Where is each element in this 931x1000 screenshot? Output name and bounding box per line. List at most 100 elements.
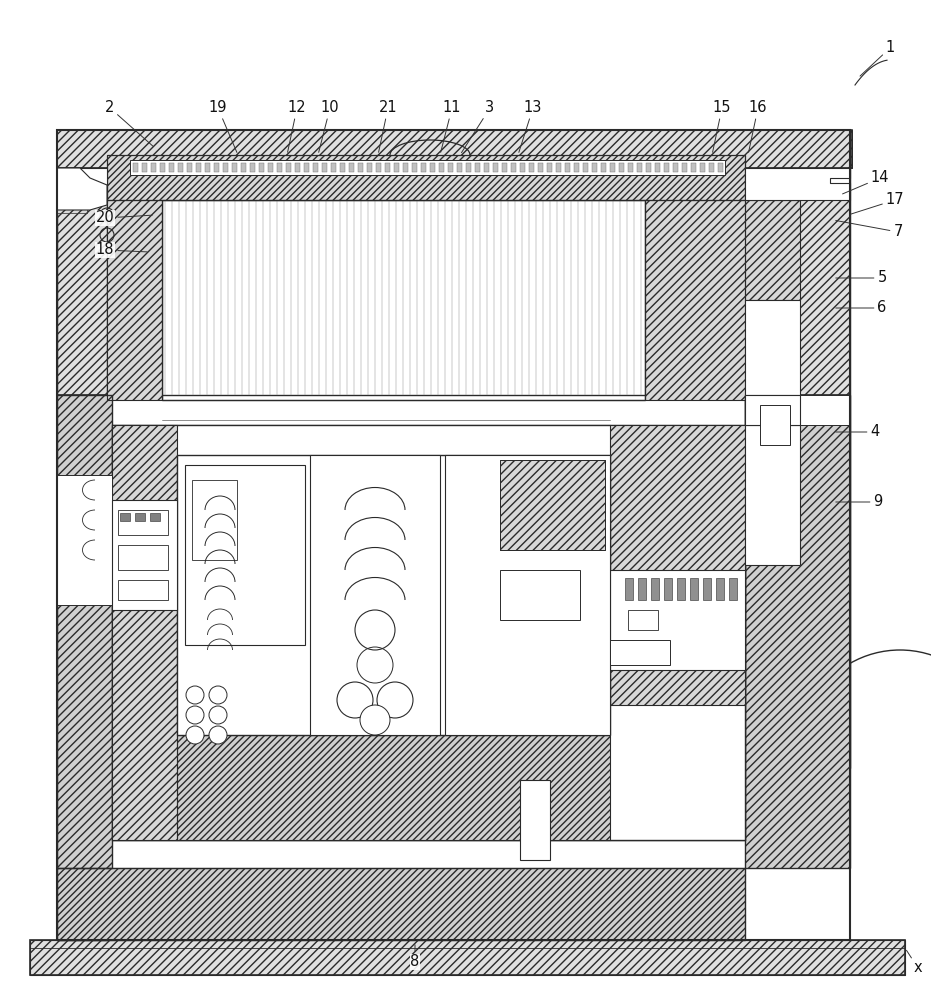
Text: 8: 8: [411, 945, 420, 970]
Bar: [277, 163, 282, 172]
Bar: [556, 163, 561, 172]
Text: 9: 9: [836, 494, 883, 510]
Bar: [162, 200, 645, 400]
Bar: [177, 735, 610, 840]
Bar: [57, 868, 745, 940]
Bar: [601, 163, 606, 172]
Bar: [677, 578, 685, 600]
Circle shape: [186, 726, 204, 744]
Bar: [394, 163, 399, 172]
Text: 3: 3: [462, 101, 494, 153]
Bar: [745, 178, 850, 200]
Bar: [745, 200, 800, 300]
Bar: [57, 130, 852, 168]
Circle shape: [209, 686, 227, 704]
Circle shape: [209, 726, 227, 744]
Bar: [628, 163, 633, 172]
Bar: [118, 545, 168, 570]
Bar: [500, 460, 605, 550]
Bar: [421, 163, 426, 172]
Bar: [729, 578, 737, 600]
Bar: [192, 480, 237, 560]
Bar: [475, 163, 480, 172]
Bar: [223, 163, 228, 172]
Bar: [619, 163, 624, 172]
Bar: [745, 395, 850, 425]
Bar: [430, 163, 435, 172]
Bar: [538, 163, 543, 172]
Bar: [30, 130, 905, 970]
Bar: [745, 425, 800, 565]
Bar: [745, 168, 850, 768]
Bar: [57, 168, 87, 213]
Bar: [232, 163, 237, 172]
Bar: [448, 163, 453, 172]
Bar: [511, 163, 516, 172]
Bar: [610, 425, 745, 705]
Bar: [57, 395, 112, 868]
Bar: [310, 455, 440, 735]
Circle shape: [360, 705, 390, 735]
Bar: [118, 580, 168, 600]
Text: 20: 20: [96, 211, 153, 226]
Bar: [107, 155, 745, 200]
Bar: [700, 163, 705, 172]
Bar: [520, 780, 550, 860]
Bar: [645, 200, 745, 400]
Bar: [322, 163, 327, 172]
Text: 10: 10: [318, 101, 339, 152]
Bar: [205, 163, 210, 172]
Bar: [610, 163, 615, 172]
Bar: [493, 163, 498, 172]
Bar: [187, 163, 192, 172]
Bar: [610, 640, 670, 665]
Bar: [57, 168, 107, 940]
Bar: [214, 163, 219, 172]
Bar: [457, 163, 462, 172]
Circle shape: [337, 682, 373, 718]
Bar: [349, 163, 354, 172]
Text: 5: 5: [836, 270, 886, 286]
Bar: [57, 168, 107, 940]
Bar: [385, 163, 390, 172]
Bar: [376, 163, 381, 172]
Bar: [241, 163, 246, 172]
Bar: [162, 200, 645, 400]
Bar: [763, 408, 787, 442]
Bar: [625, 578, 633, 600]
Bar: [259, 163, 264, 172]
Bar: [107, 155, 745, 200]
Bar: [177, 455, 610, 735]
Bar: [529, 163, 534, 172]
Bar: [135, 513, 145, 521]
Circle shape: [209, 706, 227, 724]
Bar: [112, 425, 177, 840]
Bar: [57, 395, 112, 868]
Bar: [664, 578, 672, 600]
Text: 12: 12: [288, 101, 306, 152]
Bar: [313, 163, 318, 172]
Bar: [645, 200, 745, 400]
Bar: [750, 398, 795, 422]
Bar: [358, 163, 363, 172]
Bar: [112, 500, 177, 610]
Bar: [691, 163, 696, 172]
Bar: [655, 163, 660, 172]
Bar: [250, 163, 255, 172]
Bar: [286, 163, 291, 172]
Text: 18: 18: [96, 242, 147, 257]
Bar: [57, 168, 107, 203]
Bar: [178, 163, 183, 172]
Bar: [160, 163, 165, 172]
Text: 6: 6: [836, 300, 886, 316]
Bar: [682, 163, 687, 172]
Text: 14: 14: [843, 170, 889, 194]
Bar: [403, 163, 408, 172]
Bar: [646, 163, 651, 172]
Bar: [628, 610, 658, 630]
Bar: [610, 425, 745, 705]
Bar: [196, 163, 201, 172]
Bar: [718, 163, 723, 172]
Text: 2: 2: [105, 101, 153, 146]
Bar: [637, 163, 642, 172]
